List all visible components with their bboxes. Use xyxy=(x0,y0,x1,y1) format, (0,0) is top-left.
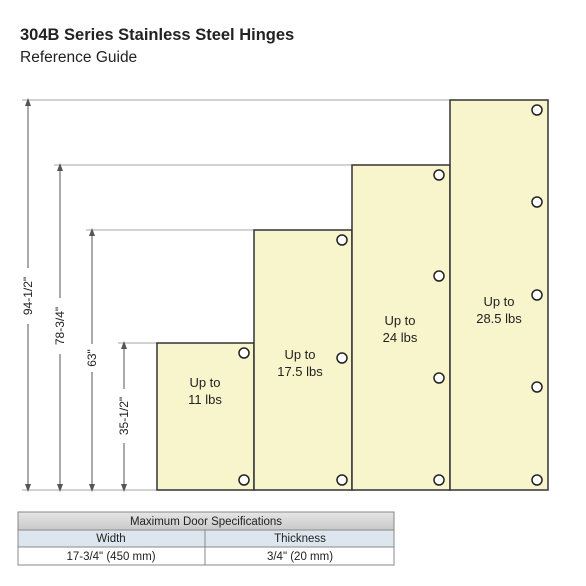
door-label: 24 lbs xyxy=(383,330,418,345)
column-header: Thickness xyxy=(274,533,326,545)
subtitle: Reference Guide xyxy=(20,49,137,66)
table-cell: 17-3/4" (450 mm) xyxy=(66,551,155,563)
door-label: Up to xyxy=(189,375,220,390)
dimension-label: 94-1/2" xyxy=(21,277,35,315)
door: Up to 28.5 lbs xyxy=(449,99,549,491)
table-title: Maximum Door Specifications xyxy=(130,516,282,528)
door: Up to 17.5 lbs xyxy=(253,229,353,491)
dimension-labels: 94-1/2" 78-3/4" 63" 35-1/2" xyxy=(21,268,131,443)
dimension-lines xyxy=(25,98,127,492)
door-label: Up to xyxy=(384,313,415,328)
column-header: Width xyxy=(96,533,125,545)
dimension-label: 78-3/4" xyxy=(53,307,67,345)
dimension-label: 63" xyxy=(85,349,99,367)
door-label: 28.5 lbs xyxy=(476,311,522,326)
door-label: Up to xyxy=(284,347,315,362)
table-cell: 3/4" (20 mm) xyxy=(267,551,333,563)
door-label: Up to xyxy=(483,294,514,309)
door-label: 11 lbs xyxy=(188,392,222,407)
door-label: 17.5 lbs xyxy=(277,364,323,379)
door: Up to 11 lbs xyxy=(156,342,255,491)
title: 304B Series Stainless Steel Hinges xyxy=(20,26,294,44)
dimension-label: 35-1/2" xyxy=(117,397,131,435)
spec-table: Maximum Door Specifications Width Thickn… xyxy=(17,511,395,566)
door: Up to 24 lbs xyxy=(351,164,451,491)
